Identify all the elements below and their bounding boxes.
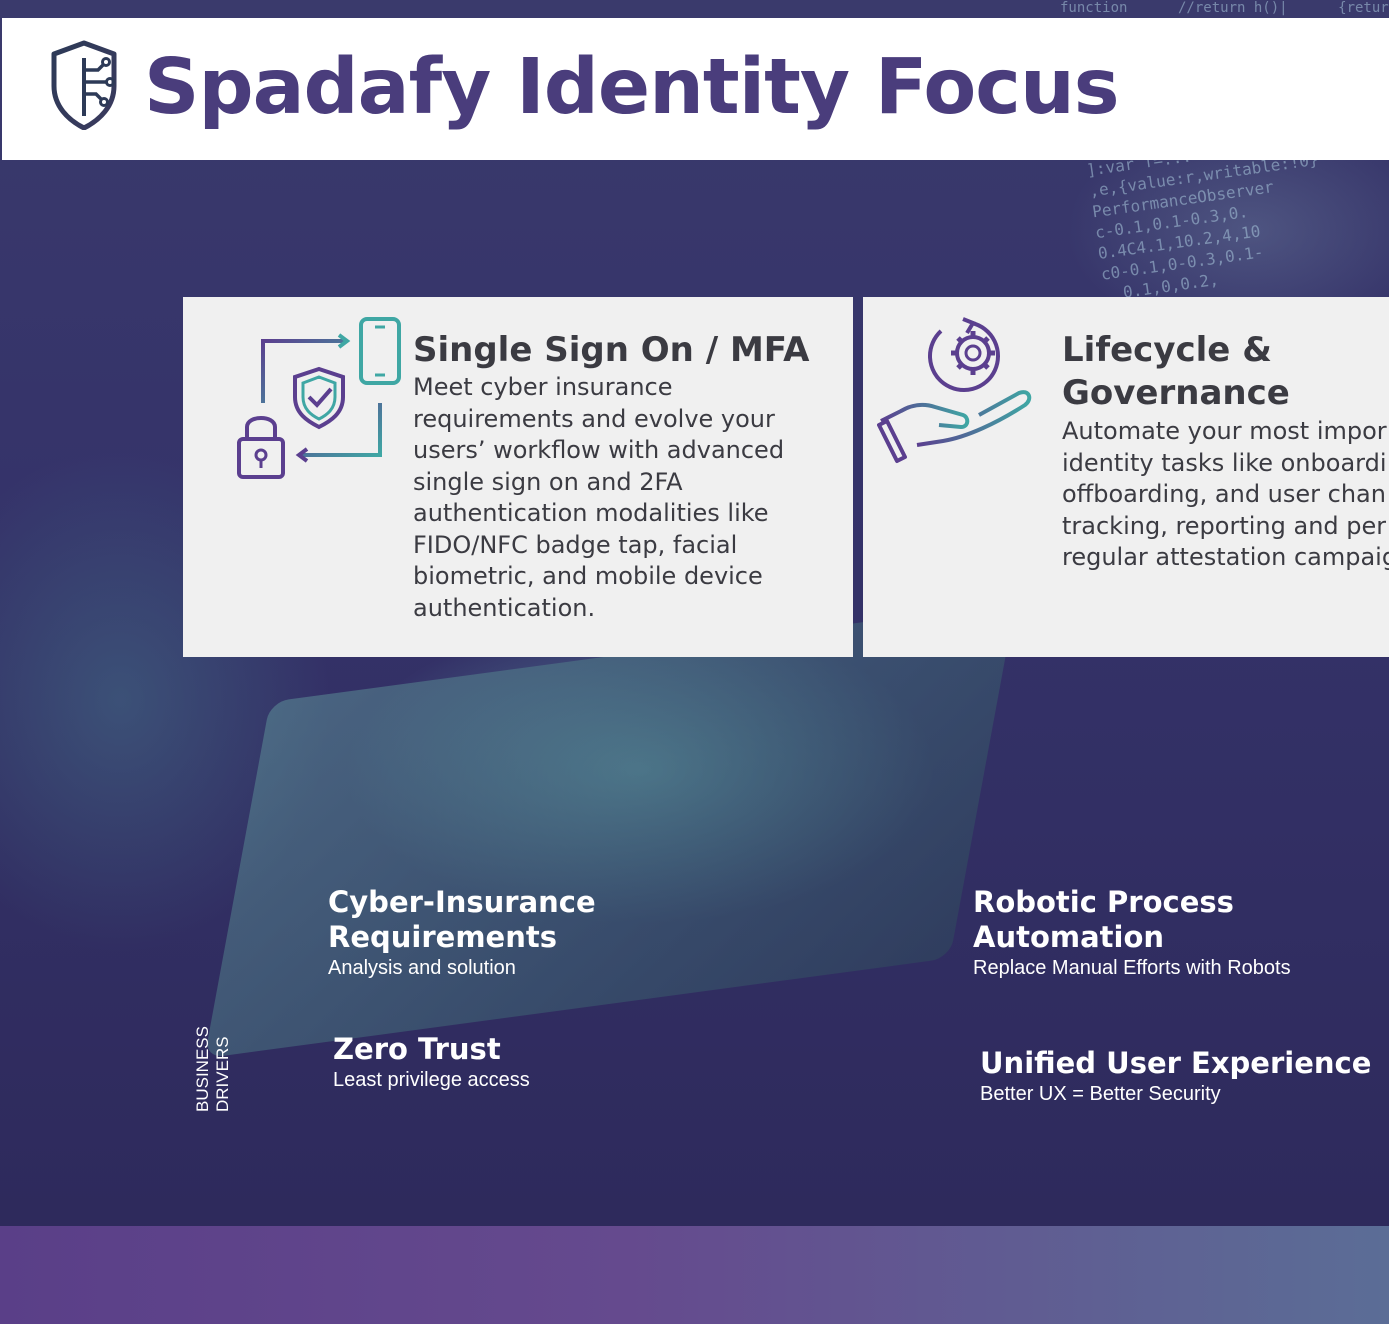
card-text-line: biometric, and mobile device — [413, 562, 763, 590]
business-drivers-label: BUSINESS DRIVERS — [193, 1026, 232, 1112]
driver-subtitle: Least privilege access — [333, 1069, 530, 1091]
code-overlay-top: function //return h()| {return e. — [1060, 0, 1389, 16]
driver-title: Unified User Experience — [980, 1046, 1372, 1080]
footer-band — [0, 1226, 1389, 1324]
driver-title-line: Automation — [973, 920, 1165, 954]
driver-title-line: Robotic Process — [973, 885, 1234, 919]
driver-zero-trust: Zero Trust Least privilege access — [333, 1032, 530, 1093]
card-text-line: Automate your most impor — [1062, 417, 1387, 445]
driver-subtitle: Analysis and solution — [328, 957, 516, 979]
card-text-line: requirements and evolve your — [413, 404, 775, 433]
card-text-line: authentication modalities like — [413, 499, 769, 527]
driver-robotic-process-automation: Robotic Process Automation Replace Manua… — [973, 885, 1291, 981]
project-card-sso-mfa: Single Sign On / MFA Meet cyber insuranc… — [183, 297, 853, 657]
page-header: Spadafy Identity Focus — [2, 18, 1389, 160]
project-card-lifecycle-governance: Lifecycle & Governance Automate your mos… — [863, 297, 1389, 657]
driver-unified-user-experience: Unified User Experience Better UX = Bett… — [980, 1046, 1371, 1107]
card-text-line: regular attestation campaig — [1062, 543, 1389, 571]
driver-title: Zero Trust — [333, 1032, 501, 1066]
card-title: Single Sign On / MFA — [413, 330, 810, 370]
driver-title-line: Requirements — [328, 920, 557, 954]
driver-subtitle: Better UX = Better Security — [980, 1083, 1221, 1105]
card-text-line: FIDO/NFC badge tap, facial — [413, 530, 738, 559]
driver-subtitle: Replace Manual Efforts with Robots — [973, 957, 1291, 979]
card-text-line: Meet cyber insurance — [413, 373, 673, 401]
card-text-line: tracking, reporting and per — [1062, 511, 1387, 540]
shield-circuit-icon — [51, 40, 117, 130]
card-text-line: offboarding, and user chan — [1062, 480, 1386, 508]
card-text-line: identity tasks like onboardi — [1062, 448, 1387, 477]
driver-cyber-insurance: Cyber-Insurance Requirements Analysis an… — [328, 885, 596, 981]
sso-mfa-icon — [237, 317, 401, 479]
driver-title-line: Cyber-Insurance — [328, 885, 596, 919]
hand-gear-icon — [877, 317, 1032, 463]
card-text-line: users’ workflow with advanced — [413, 436, 785, 464]
card-title-line: Governance — [1062, 373, 1290, 413]
card-text-line: authentication. — [413, 593, 596, 622]
card-text-line: single sign on and 2FA — [413, 467, 683, 496]
card-title-line: Lifecycle & — [1062, 330, 1272, 370]
page-title: Spadafy Identity Focus — [144, 43, 1120, 132]
